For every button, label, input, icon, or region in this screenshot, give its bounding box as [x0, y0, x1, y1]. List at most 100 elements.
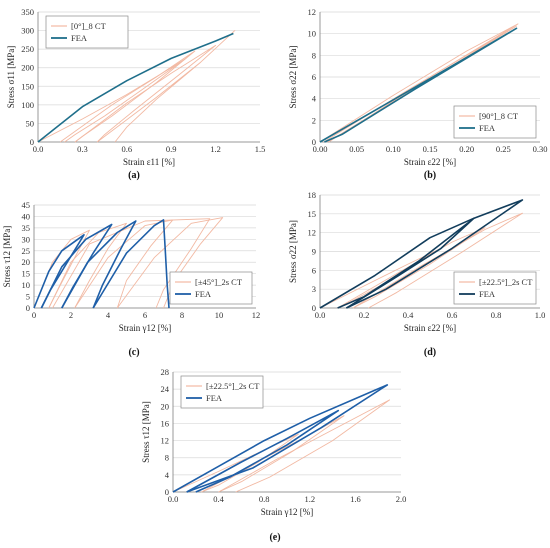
x-tick-label: 2 [69, 310, 73, 320]
x-tick-label: 0.2 [359, 310, 370, 320]
x-axis-label: Strain γ12 [%] [119, 323, 171, 333]
y-tick-label: 16 [161, 418, 170, 428]
y-tick-label: 45 [22, 200, 31, 210]
y-tick-label: 18 [308, 190, 317, 200]
series-line-test [48, 222, 127, 309]
y-tick-label: 35 [22, 223, 31, 233]
x-tick-label: 1.2 [304, 494, 315, 504]
y-tick-label: 12 [161, 436, 170, 446]
panel-caption: (d) [424, 347, 436, 358]
legend-entry: FEA [206, 393, 223, 403]
x-tick-label: 8 [180, 310, 184, 320]
panel-caption: (b) [424, 170, 436, 181]
x-tick-label: 4 [106, 310, 111, 320]
chart-panel-e: 0.0 0.4 0.8 1.2 1.6 2.0 0 4 8 12 16 20 24 28 Strain γ1… [141, 367, 406, 543]
y-tick-label: 50 [26, 118, 35, 128]
y-tick-label: 350 [21, 7, 34, 17]
panel-caption: (e) [269, 532, 280, 543]
x-tick-label: 10 [215, 310, 224, 320]
y-tick-label: 100 [21, 100, 34, 110]
x-tick-label: 1.6 [350, 494, 361, 504]
y-tick-label: 2 [312, 115, 316, 125]
panel-caption: (a) [128, 170, 140, 181]
y-tick-label: 15 [308, 209, 317, 219]
x-tick-label: 0.15 [423, 144, 438, 154]
x-tick-label: 1.5 [255, 144, 266, 154]
series-line-test [74, 44, 217, 143]
y-tick-label: 8 [165, 453, 169, 463]
legend-box [180, 375, 264, 409]
legend-entry: [±45°]_2s CT [195, 277, 243, 287]
x-axis-label: Strain ε11 [%] [123, 157, 175, 167]
y-tick-label: 0 [26, 303, 30, 313]
x-tick-label: 0.05 [349, 144, 364, 154]
legend-entry: FEA [479, 289, 496, 299]
series-line-fea [172, 384, 389, 493]
y-axis-label: Stress σ11 [MPa] [6, 46, 16, 109]
y-tick-label: 9 [312, 247, 316, 257]
y-tick-label: 20 [161, 401, 170, 411]
y-tick-label: 200 [21, 63, 34, 73]
y-tick-label: 6 [312, 72, 316, 82]
y-tick-label: 30 [22, 234, 31, 244]
y-tick-label: 10 [308, 29, 317, 39]
x-tick-label: 0.6 [121, 144, 132, 154]
x-tick-label: 2.0 [396, 494, 407, 504]
y-tick-label: 28 [161, 367, 170, 377]
series-line-fea [337, 217, 475, 309]
legend-entry: [0°]_8 CT [71, 21, 107, 31]
legend: [±22.5°]_2s CT FEA [453, 271, 537, 305]
series-line-fea [92, 219, 170, 309]
chart-panel-d: 0.0 0.2 0.4 0.6 0.8 1.0 0 3 6 9 12 15 18 Strain ε22 [… [288, 190, 545, 358]
chart-panel-b: 0.00 0.05 0.10 0.15 0.20 0.25 0.30 0 2 4 6 8 10 12 Str… [288, 7, 547, 181]
y-axis-label: Stress σ22 [MPa] [288, 220, 298, 283]
legend-box [169, 271, 253, 305]
series-line-fea [186, 409, 340, 493]
x-tick-label: 0.8 [491, 310, 502, 320]
x-tick-label: 0.4 [213, 494, 224, 504]
x-tick-label: 0.0 [315, 310, 326, 320]
y-tick-label: 0 [30, 137, 34, 147]
legend-entry: FEA [195, 289, 212, 299]
y-tick-label: 8 [312, 50, 316, 60]
legend: [±22.5°]_2s CT FEA [180, 375, 264, 409]
series-line-fea [61, 220, 137, 309]
y-tick-label: 20 [22, 257, 31, 267]
legend-entry: FEA [71, 33, 88, 43]
x-axis-label: Strain ε22 [%] [404, 323, 456, 333]
y-axis-label: Stress σ22 [MPa] [288, 46, 298, 109]
legend-entry: [±22.5°]_2s CT [206, 381, 260, 391]
legend-entry: FEA [479, 123, 496, 133]
series-line-fea [319, 199, 524, 309]
x-tick-label: 0.20 [459, 144, 474, 154]
y-tick-label: 15 [22, 269, 31, 279]
series-line-test [172, 433, 299, 493]
x-tick-label: 0.0 [168, 494, 179, 504]
x-tick-label: 0.0 [33, 144, 44, 154]
x-tick-label: 0.00 [313, 144, 328, 154]
legend-box [453, 105, 537, 139]
x-tick-label: 12 [252, 310, 261, 320]
x-tick-label: 0.6 [447, 310, 458, 320]
y-tick-label: 0 [312, 303, 316, 313]
panel-caption: (c) [128, 347, 139, 358]
y-tick-label: 10 [22, 280, 31, 290]
x-tick-label: 1.2 [210, 144, 221, 154]
series-line-test [52, 218, 211, 309]
y-tick-label: 12 [308, 7, 317, 17]
series-line-test [37, 57, 187, 143]
x-tick-label: 1.0 [535, 310, 546, 320]
legend-entry: [90°]_8 CT [479, 111, 519, 121]
series-line-test [96, 30, 236, 143]
series-line-test [352, 212, 523, 309]
y-tick-label: 0 [312, 137, 316, 147]
x-axis-label: Strain ε22 [%] [404, 157, 456, 167]
x-tick-label: 0.25 [496, 144, 511, 154]
x-tick-label: 0.30 [533, 144, 548, 154]
y-tick-label: 150 [21, 81, 34, 91]
x-tick-label: 0.10 [386, 144, 401, 154]
x-tick-label: 0 [32, 310, 36, 320]
legend: [90°]_8 CT FEA [453, 105, 537, 139]
y-tick-label: 5 [26, 292, 30, 302]
